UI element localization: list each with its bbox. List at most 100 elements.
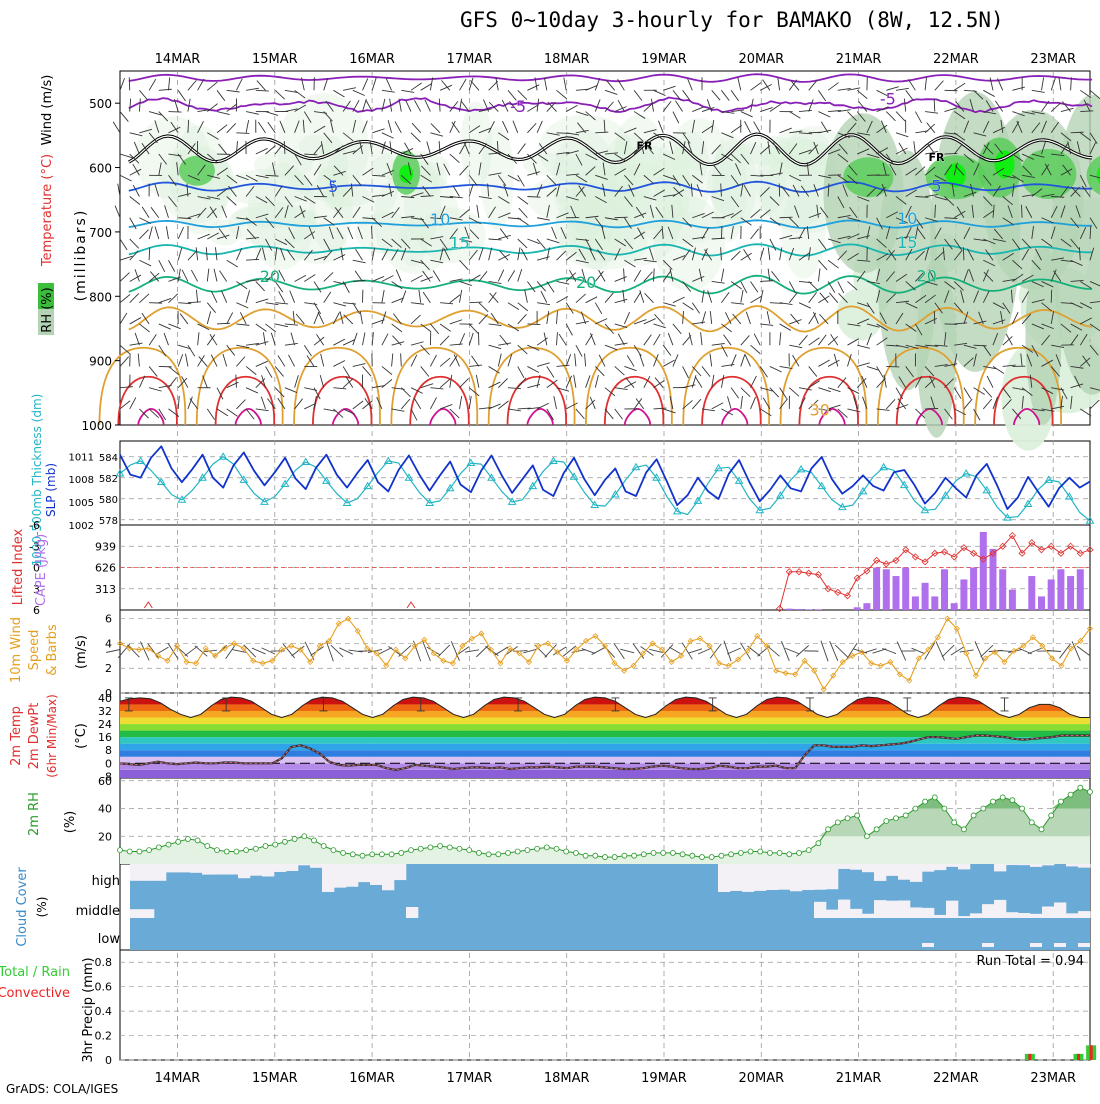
cloud-high-78 [1066, 864, 1078, 866]
upper-barb-73 [828, 83, 838, 91]
rh-marker-66 [758, 849, 763, 854]
cloud-mid-69 [958, 916, 970, 918]
cloud-mid-75 [1030, 914, 1042, 918]
upper-barb-1084 [829, 293, 837, 303]
upper-barb-1594 [886, 399, 895, 409]
upper-barb-11 [227, 90, 240, 92]
rh-marker-15 [263, 843, 268, 848]
rh-marker-3 [147, 848, 152, 853]
upper-barb-1367 [640, 354, 644, 366]
rh-marker-36 [467, 848, 472, 853]
rh-marker-88 [971, 813, 976, 818]
upper-barb-337 [450, 154, 460, 163]
rh-marker-16 [273, 842, 278, 847]
upper-barb-946 [479, 271, 487, 281]
upper-barb-1403 [993, 366, 1004, 373]
upper-barb-1069 [692, 303, 699, 314]
upper-barb-30 [411, 83, 422, 90]
upper-barb-1018 [196, 290, 197, 303]
rh-marker-60 [700, 855, 705, 860]
upper-barb-657 [615, 217, 628, 218]
cloud-high-0 [130, 864, 142, 881]
upper-barb-1037 [382, 290, 384, 303]
upper-barb-1288 [857, 345, 870, 348]
cloud-high-8 [226, 864, 238, 875]
upper-barb-810 [139, 260, 151, 266]
upper-barb-1357 [547, 366, 554, 377]
upper-barb-94 [1032, 90, 1045, 92]
upper-barb-1320 [185, 354, 187, 367]
upper-barb-131 [405, 100, 411, 112]
wind10-barb-97 [1047, 651, 1061, 652]
upper-barb-1372 [692, 366, 701, 376]
upper-barb-1361 [585, 353, 586, 366]
wind10-barb-98 [1059, 644, 1070, 659]
cape-bar-16 [941, 569, 948, 610]
upper-barb-230 [388, 120, 391, 133]
upper-barb-1319 [178, 354, 183, 366]
cloud-high-73 [1006, 864, 1018, 865]
rh2m-axis-label-b: (%) [63, 811, 78, 834]
wind10-barb-64 [727, 648, 741, 654]
slp-tick-label-1: 1008 [69, 475, 94, 486]
upper-barb-1138 [382, 312, 386, 324]
upper-barb-813 [169, 260, 175, 271]
upper-barb-774 [770, 239, 776, 251]
upper-barb-1250 [489, 345, 502, 349]
temp-axis-label-a: 2m Temp [9, 706, 24, 766]
upper-barb-1479 [751, 376, 757, 388]
upper-barb-1176 [746, 312, 750, 324]
upper-barb-1149 [489, 324, 502, 326]
upper-barb-1031 [324, 292, 331, 303]
upper-barb-265 [731, 125, 742, 133]
upper-barb-853 [557, 251, 566, 260]
upper-barb-1019 [207, 303, 215, 313]
date-label-bottom-1: 15MAR [252, 1071, 298, 1086]
rh-area-mid [120, 788, 1090, 837]
upper-barb-218 [268, 122, 275, 133]
upper-barb-1356 [537, 363, 549, 367]
upper-barb-955 [566, 273, 576, 282]
upper-barb-948 [498, 270, 503, 282]
upper-barb-816 [196, 247, 197, 260]
rh-tick-label-1: 40 [98, 803, 112, 816]
upper-barb-1282 [799, 335, 807, 345]
upper-barb-49 [595, 78, 600, 90]
upper-barb-1341 [392, 353, 393, 366]
precip-conv-bar-2 [1090, 1045, 1093, 1060]
cloud-high-17 [334, 864, 346, 888]
upper-barb-212 [217, 125, 227, 133]
upper-barb-235 [431, 124, 440, 133]
upper-barb-1024 [256, 299, 268, 303]
upper-barb-1500 [954, 388, 961, 399]
upper-barb-56 [663, 86, 675, 90]
upper-barb-1183 [813, 312, 818, 324]
upper-barb-1378 [745, 355, 750, 367]
thick-tick-label-2: 582 [99, 474, 118, 485]
upper-barb-217 [258, 122, 265, 133]
upper-barb-1267 [654, 334, 661, 345]
cloud-mid-71 [982, 904, 994, 918]
cape-bar-30 [1077, 569, 1084, 610]
isotherm-label-1: -5 [880, 89, 896, 108]
upper-barb-1147 [469, 324, 478, 333]
wind10-axis-label-a: 10m Wind [9, 617, 24, 683]
rh-marker-82 [913, 806, 918, 811]
li-spike-1 [407, 602, 415, 608]
temp-band-8 [120, 718, 1090, 725]
wind10-barb-49 [582, 649, 596, 654]
upper-barb-974 [751, 281, 758, 292]
upper-barb-111 [217, 112, 230, 115]
isotherm-35-day-4 [508, 377, 567, 425]
upper-barb-507 [133, 185, 139, 196]
date-label-top-9: 23MAR [1030, 52, 1076, 67]
temp-band-7 [120, 724, 1090, 731]
isotherm-label-9: 15 [449, 234, 469, 253]
upper-barb-1389 [857, 363, 870, 367]
rh-marker-58 [680, 852, 685, 857]
upper-barb-1233 [316, 334, 323, 345]
cape-bar-8 [863, 603, 870, 610]
upper-barb-710 [149, 226, 152, 239]
wind10-barb-60 [688, 649, 702, 653]
